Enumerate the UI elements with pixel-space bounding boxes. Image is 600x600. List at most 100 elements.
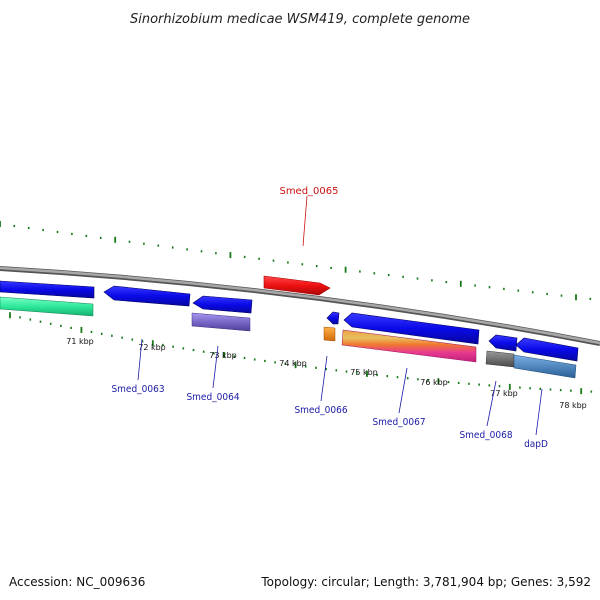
gene-label-smed-0067[interactable]: Smed_0067 <box>372 417 425 428</box>
gene-dapd-arrow[interactable] <box>515 337 579 362</box>
kbp-label-76: 76 kbp <box>420 378 448 387</box>
minor-tick <box>345 370 348 373</box>
minor-tick <box>213 352 215 355</box>
leader-smed-0068 <box>486 380 497 427</box>
minor-tick <box>386 375 389 378</box>
gene-smed-0067-arrow[interactable] <box>343 312 480 345</box>
gene-label-smed-0063[interactable]: Smed_0063 <box>111 384 164 395</box>
leader-dapd <box>535 388 543 436</box>
minor-tick <box>121 336 123 339</box>
kbp-label-74: 74 kbp <box>279 359 307 368</box>
major-tick <box>437 378 440 385</box>
minor-tick <box>590 390 593 393</box>
minor-tick <box>274 361 276 364</box>
minor-tick <box>427 379 429 382</box>
major-tick <box>151 340 154 347</box>
leader-smed-0067 <box>398 367 408 414</box>
minor-tick <box>445 280 448 284</box>
minor-tick <box>406 377 409 380</box>
minor-tick <box>100 332 103 335</box>
minor-tick <box>387 273 390 277</box>
major-tick <box>114 236 117 243</box>
gene-label-dapd[interactable]: dapD <box>524 439 548 450</box>
minor-tick <box>396 376 399 379</box>
purple-track-smed-0064 <box>191 312 251 332</box>
minor-tick <box>488 286 491 289</box>
minor-tick <box>539 387 542 390</box>
major-tick <box>366 370 368 377</box>
leader-smed-0065 <box>302 195 308 247</box>
minor-tick <box>111 334 113 337</box>
minor-tick <box>546 292 548 296</box>
minor-tick <box>13 224 16 228</box>
gene-label-smed-0068[interactable]: Smed_0068 <box>459 430 512 441</box>
minor-tick <box>589 297 592 301</box>
minor-tick <box>233 355 236 358</box>
gene-label-smed-0064[interactable]: Smed_0064 <box>186 392 239 403</box>
major-tick <box>575 294 577 301</box>
minor-tick <box>498 385 501 388</box>
minor-tick <box>192 348 195 352</box>
minor-tick <box>416 277 419 280</box>
minor-tick <box>39 320 42 323</box>
gene-smed-0063-arrow[interactable] <box>103 285 191 307</box>
gene-smed-0065[interactable] <box>263 275 331 296</box>
minor-tick <box>85 234 88 238</box>
minor-tick <box>162 343 164 347</box>
kbp-label-72: 72 kbp <box>138 343 166 352</box>
minor-tick <box>42 228 44 232</box>
steel-blue-track-dapd <box>513 354 577 379</box>
leader-smed-0063 <box>137 338 143 381</box>
minor-tick <box>559 388 562 392</box>
minor-tick <box>99 236 102 239</box>
minor-tick <box>215 252 217 255</box>
gene-label-smed-0066[interactable]: Smed_0066 <box>294 405 347 416</box>
minor-tick <box>315 366 317 369</box>
kbp-label-77: 77 kbp <box>490 389 518 398</box>
gene-label-smed-0065[interactable]: Smed_0065 <box>279 186 338 197</box>
kbp-label-78: 78 kbp <box>559 401 587 410</box>
minor-tick <box>474 284 476 287</box>
minor-tick <box>304 365 307 368</box>
major-tick <box>80 326 83 333</box>
minor-tick <box>301 263 304 266</box>
minor-tick <box>402 275 404 278</box>
gene-smed-0066-arrow[interactable] <box>326 311 340 325</box>
major-tick <box>344 266 347 273</box>
kbp-label-75: 75 kbp <box>350 368 378 377</box>
minor-tick <box>272 259 275 262</box>
gray-track-smed-0068 <box>485 350 515 368</box>
minor-tick <box>570 389 572 392</box>
leader-smed-0064 <box>212 345 219 389</box>
gene-blue-left-edge[interactable] <box>0 280 95 299</box>
minor-tick <box>517 289 520 292</box>
minor-tick <box>29 318 32 321</box>
orange-track-smed-0066 <box>323 326 336 342</box>
topology-text: Topology: circular; Length: 3,781,904 bp… <box>260 575 591 589</box>
minor-tick <box>503 287 505 291</box>
minor-tick <box>131 338 134 341</box>
minor-tick <box>143 242 145 245</box>
minor-tick <box>376 373 378 377</box>
minor-tick <box>90 330 93 334</box>
major-tick <box>580 388 583 395</box>
major-tick <box>508 383 511 390</box>
minor-tick <box>182 347 185 350</box>
minor-tick <box>27 226 30 230</box>
leader-smed-0066 <box>320 355 328 402</box>
major-tick <box>294 362 297 369</box>
minor-tick <box>325 368 327 371</box>
minor-tick <box>457 381 460 385</box>
minor-tick <box>335 369 338 372</box>
gene-smed-0064-arrow[interactable] <box>192 295 253 314</box>
minor-tick <box>56 230 59 234</box>
genome-backbone-highlight <box>0 266 600 345</box>
gene-smed-0068-arrow[interactable] <box>488 334 518 352</box>
minor-tick <box>478 383 480 386</box>
map-title: Sinorhizobium medicae WSM419, complete g… <box>130 12 470 27</box>
minor-tick <box>243 255 246 259</box>
minor-tick <box>200 250 203 253</box>
major-tick <box>0 221 1 227</box>
minor-tick <box>202 350 205 353</box>
